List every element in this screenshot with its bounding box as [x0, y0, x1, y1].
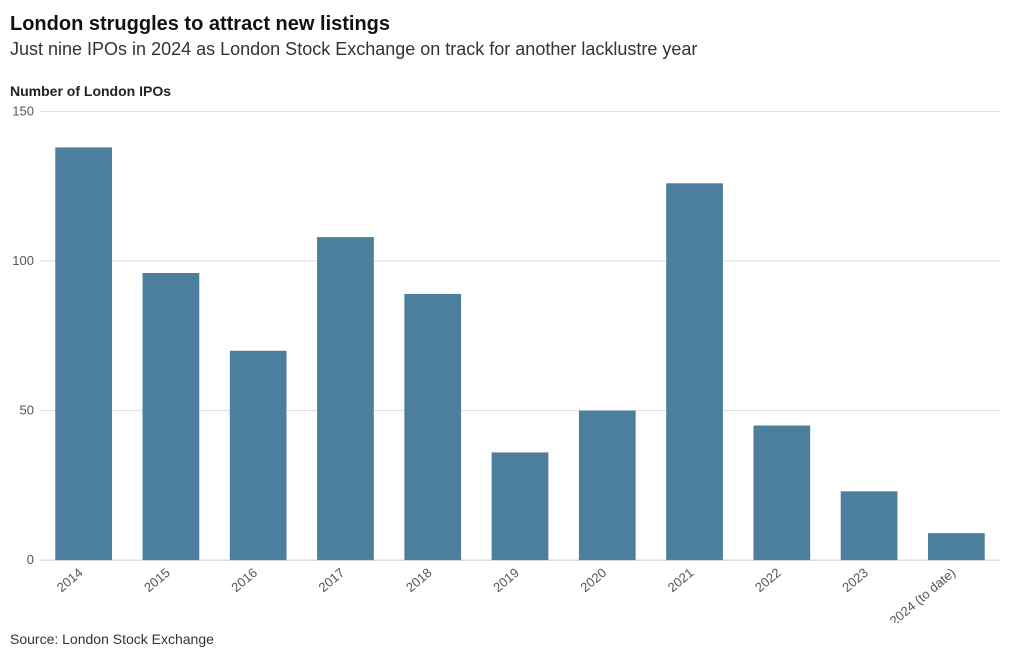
chart-title: London struggles to attract new listings: [10, 12, 1010, 36]
bar: [753, 426, 810, 561]
x-tick-label: 2021: [665, 565, 697, 595]
x-tick-label: 2023: [839, 565, 871, 595]
bar: [492, 453, 549, 561]
x-tick-label: 2022: [752, 565, 784, 595]
bar: [928, 534, 985, 561]
x-tick-label: 2024 (to date): [887, 565, 959, 623]
chart-plot-area: 0 50 100 150 2014 2015 2016 2017 2018 2019 2020 202…: [10, 103, 1010, 623]
bar: [404, 294, 461, 560]
bar: [143, 273, 200, 560]
bar: [579, 411, 636, 561]
y-tick-label: 150: [12, 104, 34, 119]
bar: [841, 492, 898, 561]
bar: [666, 184, 723, 561]
x-tick-label: 2019: [490, 565, 522, 595]
chart-subtitle: Just nine IPOs in 2024 as London Stock E…: [10, 38, 1010, 61]
y-axis-title: Number of London IPOs: [10, 83, 1010, 99]
bar: [317, 238, 374, 561]
x-tick-label: 2015: [141, 565, 173, 595]
x-tick-label: 2018: [403, 565, 435, 595]
y-tick-label: 100: [12, 253, 34, 268]
x-tick-label: 2016: [228, 565, 260, 595]
bar: [230, 351, 287, 560]
bar: [55, 148, 112, 561]
bar-chart: 0 50 100 150 2014 2015 2016 2017 2018 2019 2020 202…: [10, 103, 1010, 623]
y-tick-label: 50: [20, 403, 34, 418]
y-tick-label: 0: [27, 553, 34, 568]
chart-source: Source: London Stock Exchange: [10, 631, 1010, 647]
x-tick-label: 2020: [577, 565, 609, 595]
x-tick-label: 2014: [54, 565, 86, 595]
x-tick-label: 2017: [316, 565, 348, 595]
